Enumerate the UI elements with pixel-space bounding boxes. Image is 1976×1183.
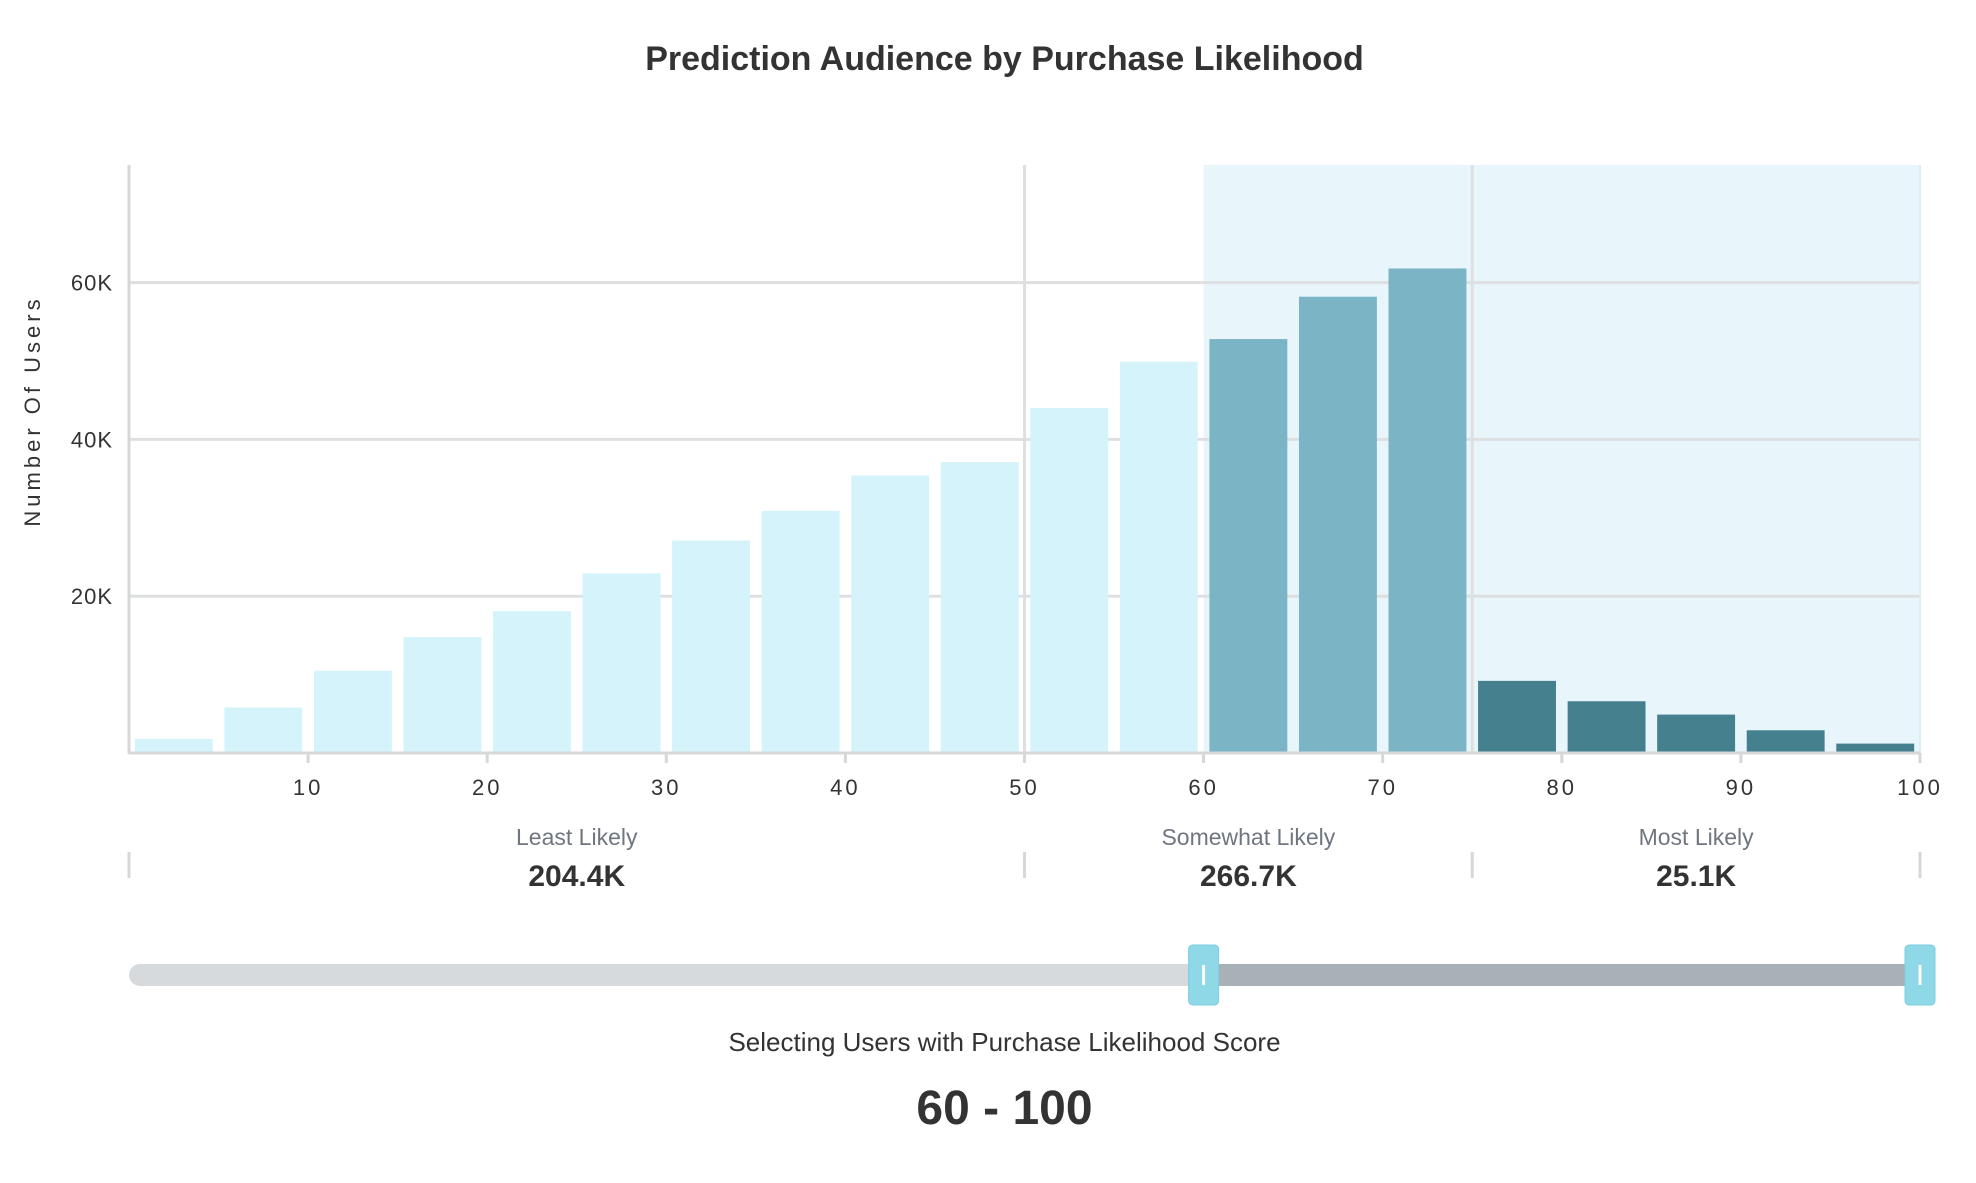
bar-20-25 xyxy=(493,611,571,753)
segment-name: Most Likely xyxy=(1639,824,1755,850)
bar-75-80 xyxy=(1478,680,1556,753)
bar-35-40 xyxy=(761,510,840,753)
selected-range-value: 60 - 100 xyxy=(916,1082,1092,1135)
bar-65-70 xyxy=(1298,296,1377,753)
x-tick-label: 60 xyxy=(1188,775,1218,800)
bar-85-90 xyxy=(1657,714,1736,753)
segment-total: 266.7K xyxy=(1200,860,1297,893)
y-axis-label: Number Of Users xyxy=(20,295,45,526)
x-tick-label: 90 xyxy=(1726,775,1756,800)
y-tick-label: 20K xyxy=(71,584,113,609)
segment-total: 25.1K xyxy=(1656,860,1736,893)
segment-name: Somewhat Likely xyxy=(1161,824,1335,850)
bar-80-85 xyxy=(1567,701,1646,753)
slider-handle-min[interactable] xyxy=(1188,944,1220,1006)
bar-45-50 xyxy=(940,462,1019,753)
bar-70-75 xyxy=(1388,268,1467,753)
x-tick-label: 50 xyxy=(1009,775,1039,800)
x-tick-label: 30 xyxy=(651,775,681,800)
x-tick-label: 70 xyxy=(1367,775,1397,800)
bar-40-45 xyxy=(851,475,930,753)
bar-10-15 xyxy=(313,670,392,753)
slider-handle-max[interactable] xyxy=(1904,944,1936,1006)
chart-title: Prediction Audience by Purchase Likeliho… xyxy=(645,40,1364,78)
bar-30-35 xyxy=(672,540,751,753)
bar-95-100 xyxy=(1836,743,1915,753)
bar-90-95 xyxy=(1746,730,1825,753)
x-tick-label: 100 xyxy=(1897,775,1943,800)
segment-name: Least Likely xyxy=(516,824,638,850)
slider-caption: Selecting Users with Purchase Likelihood… xyxy=(728,1027,1280,1057)
bar-60-65 xyxy=(1209,339,1288,753)
bar-25-30 xyxy=(582,573,661,753)
y-tick-label: 40K xyxy=(71,427,113,452)
x-tick-label: 40 xyxy=(830,775,860,800)
bar-5-10 xyxy=(224,707,303,753)
x-tick-label: 80 xyxy=(1547,775,1577,800)
bar-15-20 xyxy=(403,636,482,753)
x-tick-label: 10 xyxy=(293,775,323,800)
bar-55-60 xyxy=(1119,361,1198,753)
segment-total: 204.4K xyxy=(528,860,625,893)
x-tick-label: 20 xyxy=(472,775,502,800)
bar-0-5 xyxy=(134,738,213,753)
y-tick-label: 60K xyxy=(71,271,113,296)
bar-50-55 xyxy=(1030,408,1109,753)
